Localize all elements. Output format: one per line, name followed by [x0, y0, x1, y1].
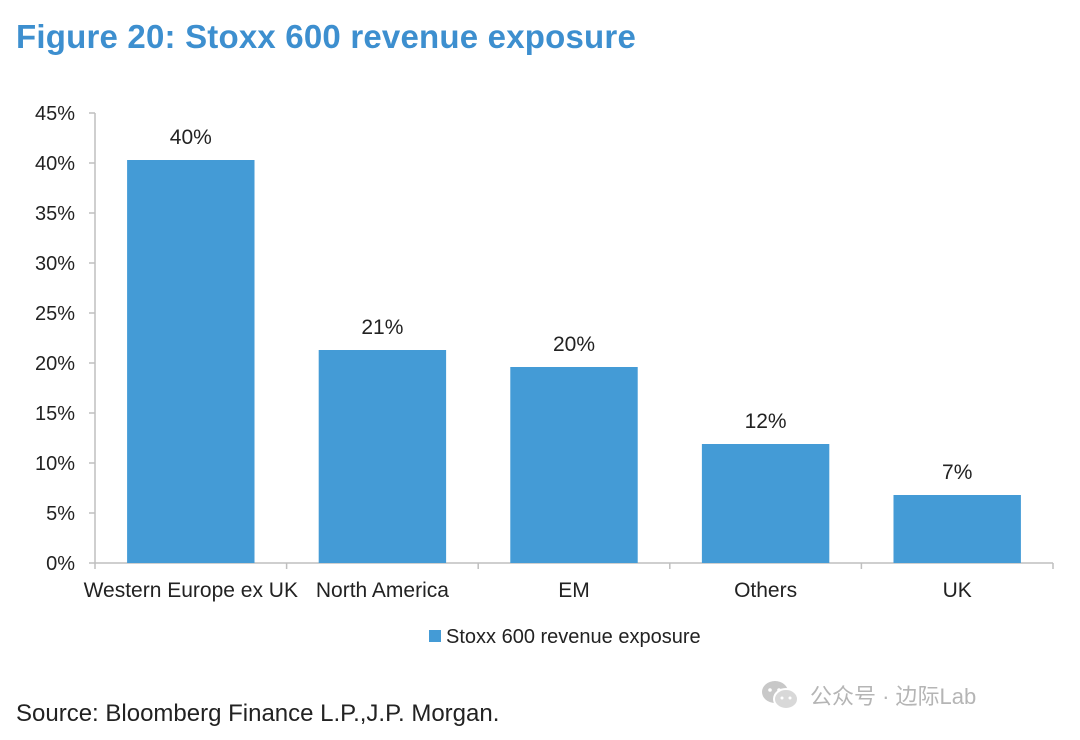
watermark-text: 公众号 · 边际Lab — [810, 684, 977, 709]
y-tick-label: 45% — [35, 103, 75, 125]
data-label: 7% — [942, 461, 972, 484]
y-tick-label: 30% — [35, 253, 75, 275]
legend-swatch — [429, 630, 441, 642]
data-label: 20% — [553, 333, 595, 356]
x-tick-label: Others — [734, 579, 797, 602]
y-tick-label: 5% — [46, 503, 75, 525]
x-tick-label: North America — [316, 579, 449, 602]
bar — [701, 444, 830, 563]
data-label: 21% — [361, 316, 403, 339]
bar — [510, 367, 638, 563]
y-tick-label: 15% — [35, 403, 75, 425]
chart-title: Figure 20: Stoxx 600 revenue exposure — [16, 18, 636, 55]
x-tick-label: Western Europe ex UK — [84, 579, 298, 602]
data-label: 40% — [170, 126, 212, 149]
x-tick-label: EM — [558, 579, 590, 602]
bar — [893, 495, 1021, 563]
y-tick-label: 20% — [35, 353, 75, 375]
y-tick-label: 25% — [35, 303, 75, 325]
bar — [318, 350, 447, 563]
legend: Stoxx 600 revenue exposure — [429, 626, 701, 648]
y-tick-label: 35% — [35, 203, 75, 225]
bar — [127, 160, 255, 563]
x-axis: Western Europe ex UK North America EM Other… — [84, 562, 1054, 602]
y-axis: 0% 5% 10% 15% 20% 25% 30% 35% 40% 45% — [35, 103, 96, 575]
data-label: 12% — [745, 410, 787, 433]
y-tick-label: 0% — [46, 553, 75, 575]
watermark: 公众号 · 边际Lab — [760, 678, 976, 712]
y-tick-label: 40% — [35, 153, 75, 175]
y-tick-label: 10% — [35, 453, 75, 475]
bars: 40% 21% 20% 12% 7% — [127, 126, 1021, 563]
x-tick-label: UK — [943, 579, 972, 602]
wechat-icon — [762, 681, 799, 710]
source-note: Source: Bloomberg Finance L.P.,J.P. Morg… — [16, 700, 500, 727]
bar-chart: 0% 5% 10% 15% 20% 25% 30% 35% 40% 45% Western Eur… — [35, 103, 1054, 648]
legend-label: Stoxx 600 revenue exposure — [446, 626, 701, 648]
